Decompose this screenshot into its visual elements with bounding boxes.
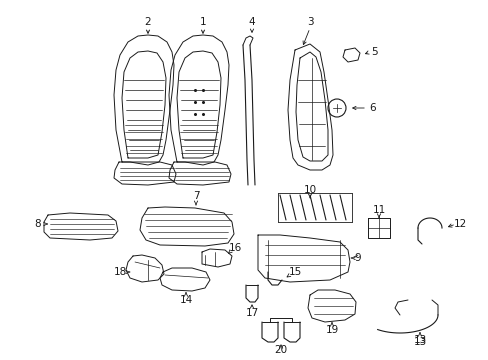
Text: 11: 11 bbox=[372, 205, 385, 215]
Text: 6: 6 bbox=[369, 103, 376, 113]
Text: 13: 13 bbox=[412, 337, 426, 347]
Text: 4: 4 bbox=[248, 17, 255, 27]
Text: 9: 9 bbox=[354, 253, 361, 263]
Text: 20: 20 bbox=[274, 345, 287, 355]
Text: 19: 19 bbox=[325, 325, 338, 335]
Text: 5: 5 bbox=[371, 47, 378, 57]
Text: 15: 15 bbox=[288, 267, 301, 277]
Text: 2: 2 bbox=[144, 17, 151, 27]
Text: 12: 12 bbox=[452, 219, 466, 229]
Text: 3: 3 bbox=[306, 17, 313, 27]
Text: 14: 14 bbox=[179, 295, 192, 305]
Text: 1: 1 bbox=[199, 17, 206, 27]
Text: 16: 16 bbox=[228, 243, 241, 253]
Text: 7: 7 bbox=[192, 191, 199, 201]
Text: 10: 10 bbox=[303, 185, 316, 195]
Text: 18: 18 bbox=[113, 267, 126, 277]
Text: 17: 17 bbox=[245, 308, 258, 318]
Text: 13: 13 bbox=[412, 335, 426, 345]
Text: 8: 8 bbox=[35, 219, 41, 229]
